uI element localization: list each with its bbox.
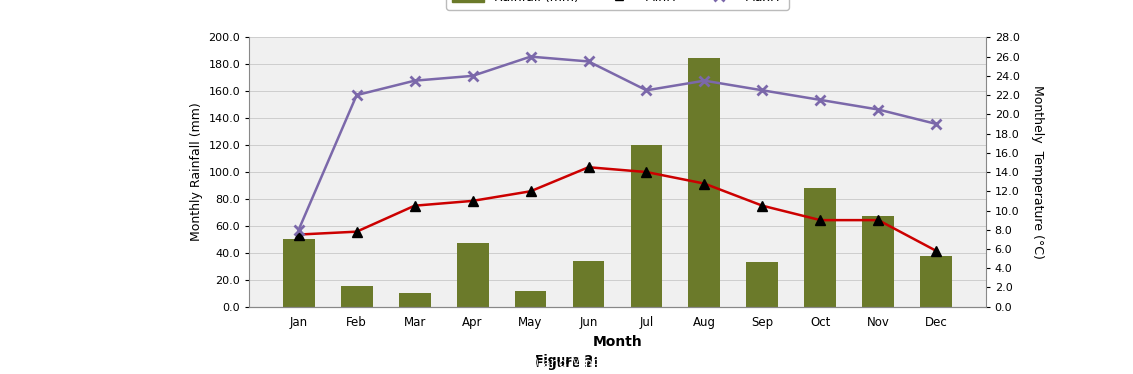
Bar: [399, 293, 431, 307]
Text: Figure 2:: Figure 2:: [535, 356, 598, 370]
Bar: [341, 286, 373, 307]
Bar: [572, 261, 604, 307]
Bar: [689, 58, 721, 307]
Text: Figure 2:: Figure 2:: [535, 354, 598, 367]
Legend: Rainfall (mm), Min.T, Max.T: Rainfall (mm), Min.T, Max.T: [446, 0, 789, 10]
Bar: [457, 243, 488, 307]
Bar: [920, 255, 952, 307]
Text: Figure 2: Monthly Rainfall, Average Maximum (Max. T.) and Minimum (Min. T.) Temp: Figure 2: Monthly Rainfall, Average Maxi…: [197, 356, 936, 370]
X-axis label: Month: Month: [593, 335, 642, 349]
Bar: [747, 262, 778, 307]
Bar: [862, 217, 894, 307]
Y-axis label: Monthely  Temperature (°C): Monthely Temperature (°C): [1031, 85, 1043, 259]
Bar: [283, 239, 315, 307]
Bar: [631, 145, 663, 307]
Bar: [804, 188, 836, 307]
Y-axis label: Monthly Rainfall (mm): Monthly Rainfall (mm): [190, 103, 203, 241]
Bar: [514, 291, 546, 307]
